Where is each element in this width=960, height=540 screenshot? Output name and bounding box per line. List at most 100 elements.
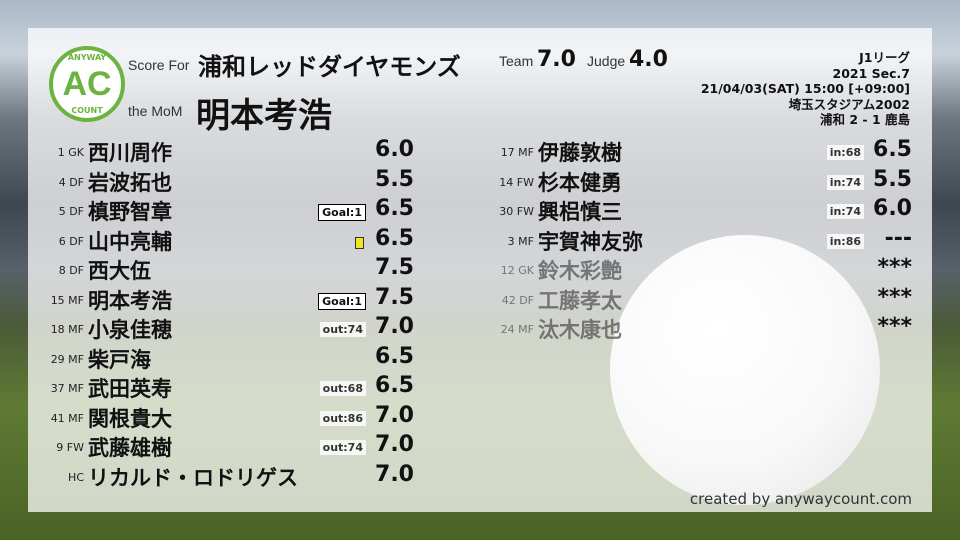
- score-for-label: Score For: [128, 57, 190, 73]
- player-score: 7.0: [375, 314, 414, 339]
- match-result: 浦和 2 - 1 鹿島: [820, 112, 910, 127]
- player-score: 7.5: [375, 284, 414, 310]
- mom-label: the MoM: [128, 103, 183, 119]
- player-name: 武田英寿: [88, 377, 172, 401]
- player-row: 3 MF 宇賀神友弥 --- in:86: [484, 226, 912, 255]
- player-name: 関根貴大: [88, 406, 172, 431]
- player-row: 8 DF 西大伍 7.5: [34, 255, 414, 284]
- team-score: 7.0: [537, 47, 576, 72]
- player-score: ---: [884, 225, 912, 251]
- player-number-position: 12 GK: [500, 264, 534, 277]
- player-score: 7.0: [375, 461, 414, 487]
- player-score: 6.0: [375, 137, 414, 162]
- substitution-badge: out:74: [319, 322, 366, 337]
- player-name: 岩波拓也: [88, 170, 172, 195]
- league: J1リーグ: [859, 50, 910, 65]
- logo-text-center: AC: [62, 65, 112, 103]
- substitution-badge: in:68: [826, 145, 864, 160]
- substitution-badge: in:74: [826, 204, 864, 219]
- player-name: 鈴木彩艶: [538, 259, 622, 283]
- player-name: 武藤雄樹: [88, 436, 172, 460]
- player-name: 汰木康也: [538, 318, 622, 342]
- player-number-position: 18 MF: [50, 323, 84, 336]
- judge-label: Judge: [587, 53, 626, 69]
- player-score: ***: [877, 284, 912, 310]
- player-score: 6.5: [873, 137, 912, 162]
- player-number-position: 30 FW: [499, 205, 534, 218]
- player-row: 17 MF 伊藤敦樹 6.5 in:68: [484, 137, 912, 166]
- substitution-badge: in:86: [826, 233, 864, 249]
- player-name: 槙野智章: [88, 200, 172, 224]
- player-number-position: 6 DF: [58, 234, 84, 248]
- player-row: 15 MF 明本考浩 7.5 Goal:1: [34, 285, 414, 314]
- substitution-badge: out:68: [319, 381, 366, 396]
- player-row: 14 FW 杉本健勇 5.5 in:74: [484, 167, 912, 196]
- player-row: 12 GK 鈴木彩艶 ***: [484, 255, 912, 284]
- player-row: 1 GK 西川周作 6.0: [34, 137, 414, 166]
- score-panel: [28, 28, 932, 512]
- player-number-position: 8 DF: [58, 264, 84, 277]
- player-score: 6.5: [375, 343, 414, 369]
- player-number-position: 17 MF: [500, 146, 534, 159]
- player-name: 柴戸海: [88, 347, 151, 372]
- player-name: 伊藤敦樹: [538, 141, 622, 165]
- player-row: 5 DF 槙野智章 6.5 Goal:1: [34, 196, 414, 225]
- player-row: 6 DF 山中亮輔 6.5: [34, 226, 414, 255]
- player-row: 29 MF 柴戸海 6.5: [34, 344, 414, 373]
- player-number-position: 1 GK: [57, 146, 84, 159]
- player-score: ***: [877, 255, 912, 280]
- team-name: 浦和レッドダイヤモンズ: [198, 53, 461, 81]
- player-name: 工藤孝太: [538, 288, 622, 313]
- judge-score: 4.0: [629, 47, 668, 72]
- player-score: 5.5: [873, 166, 912, 192]
- player-row: 30 FW 興梠慎三 6.0 in:74: [484, 196, 912, 225]
- player-name: 西大伍: [88, 259, 151, 283]
- player-row: 4 DF 岩波拓也 5.5: [34, 167, 414, 196]
- player-name: 杉本健勇: [538, 170, 622, 195]
- substitution-badge: out:74: [319, 440, 366, 455]
- player-number-position: HC: [68, 470, 84, 484]
- match-info: J1リーグ 2021 Sec.7 21/04/03(SAT) 15:00 [+0…: [701, 50, 910, 128]
- player-number-position: 24 MF: [500, 323, 534, 336]
- player-row: 41 MF 関根貴大 7.0 out:86: [34, 403, 414, 432]
- credit: created by anywaycount.com: [689, 490, 912, 508]
- player-number-position: 14 FW: [499, 175, 534, 189]
- player-score: 6.5: [375, 373, 414, 398]
- player-score: 7.0: [375, 402, 414, 428]
- player-row: 9 FW 武藤雄樹 7.0 out:74: [34, 432, 414, 461]
- mom-name: 明本考浩: [196, 96, 332, 136]
- player-name: 興梠慎三: [538, 200, 622, 224]
- yellow-card-icon: [355, 236, 364, 249]
- player-score: 6.5: [375, 196, 414, 221]
- anywaycount-logo: ANYWAY AC COUNT: [49, 46, 125, 122]
- player-name: 宇賀神友弥: [538, 229, 643, 254]
- player-number-position: 5 DF: [58, 205, 84, 218]
- section: 2021 Sec.7: [832, 65, 910, 81]
- player-number-position: 9 FW: [56, 441, 84, 454]
- player-name: リカルド・ロドリゲス: [88, 465, 298, 490]
- player-score: 7.5: [375, 255, 414, 280]
- player-number-position: 29 MF: [50, 352, 84, 366]
- player-row: 37 MF 武田英寿 6.5 out:68: [34, 373, 414, 402]
- logo-text-bottom: COUNT: [71, 106, 103, 115]
- player-number-position: 41 MF: [50, 411, 84, 425]
- player-number-position: 37 MF: [50, 382, 84, 395]
- substitution-badge: out:86: [319, 410, 366, 426]
- player-score: 5.5: [375, 166, 414, 192]
- player-row: HC リカルド・ロドリゲス 7.0: [34, 462, 414, 491]
- player-row: 42 DF 工藤孝太 ***: [484, 285, 912, 314]
- player-row: 18 MF 小泉佳穂 7.0 out:74: [34, 314, 414, 343]
- logo-text-top: ANYWAY: [67, 53, 107, 62]
- player-name: 西川周作: [88, 141, 172, 165]
- player-number-position: 15 MF: [50, 293, 84, 307]
- player-name: 山中亮輔: [88, 229, 172, 254]
- player-number-position: 42 DF: [501, 293, 534, 307]
- player-score: 6.0: [873, 196, 912, 221]
- player-row: 24 MF 汰木康也 ***: [484, 314, 912, 343]
- player-score: 6.5: [375, 225, 414, 251]
- match-datetime: 21/04/03(SAT) 15:00 [+09:00]: [700, 81, 910, 96]
- team-label: Team: [499, 53, 534, 69]
- player-name: 小泉佳穂: [88, 318, 172, 342]
- goal-badge: Goal:1: [318, 292, 366, 310]
- stadium: 埼玉スタジアム2002: [788, 96, 910, 112]
